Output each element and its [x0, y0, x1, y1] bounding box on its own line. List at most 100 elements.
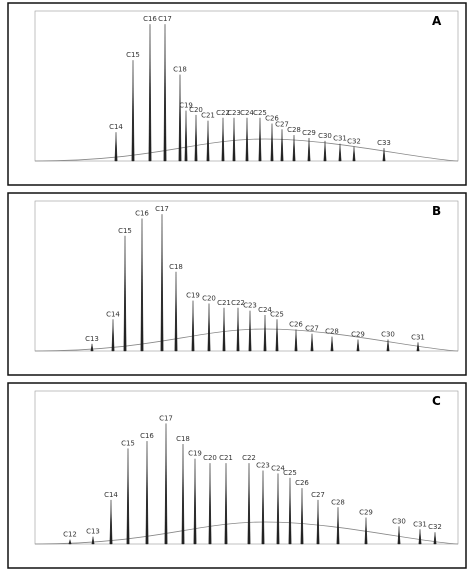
peak — [123, 235, 127, 352]
peak — [338, 143, 342, 162]
peak-label: C29 — [351, 330, 365, 338]
peak-label: C22 — [216, 109, 230, 117]
peak — [364, 517, 368, 545]
peak — [236, 307, 240, 352]
peak — [433, 532, 437, 545]
peak — [300, 488, 304, 545]
peak-label: C27 — [311, 491, 325, 499]
peak-label: C32 — [428, 523, 442, 531]
peak-label: C22 — [231, 299, 245, 307]
peak — [232, 117, 236, 162]
peak-label: C21 — [201, 112, 215, 120]
peak-label: C14 — [106, 310, 120, 318]
peak-label: C28 — [331, 498, 345, 506]
peak — [270, 123, 274, 162]
peak-label: C26 — [295, 479, 309, 487]
panel-frame — [7, 382, 467, 569]
peak — [193, 458, 197, 545]
peak — [310, 333, 314, 352]
panel-frame — [7, 192, 467, 376]
peak-label: C31 — [411, 333, 425, 341]
baseline-hump — [34, 521, 459, 545]
peak — [292, 135, 296, 162]
peak-label: C18 — [176, 435, 190, 443]
peak — [68, 538, 72, 545]
peak-label: C20 — [189, 106, 203, 114]
panel-letter: B — [432, 204, 441, 218]
plot-frame — [34, 390, 459, 545]
peak — [148, 24, 152, 162]
peak — [263, 314, 267, 352]
peak-label: C26 — [289, 320, 303, 328]
peak-label: C28 — [287, 126, 301, 134]
peak — [145, 441, 149, 545]
peak — [163, 24, 167, 162]
peak — [140, 218, 144, 352]
peak-label: C20 — [203, 454, 217, 462]
peak-label: C25 — [253, 109, 267, 117]
peak — [126, 448, 130, 545]
peak-label: C28 — [325, 328, 339, 336]
peak-label: C27 — [275, 120, 289, 128]
peak — [307, 137, 311, 162]
peak — [208, 463, 212, 545]
peak — [221, 117, 225, 162]
peak — [164, 423, 168, 545]
peak-label: C15 — [126, 51, 140, 59]
peak-label: C23 — [256, 462, 270, 470]
peak-label: C33 — [377, 139, 391, 147]
peak-label: C30 — [381, 330, 395, 338]
peak-label: C18 — [173, 66, 187, 74]
peak — [294, 329, 298, 352]
peak-label: C30 — [318, 132, 332, 140]
peak-label: C14 — [104, 491, 118, 499]
peak — [356, 339, 360, 352]
peak — [207, 303, 211, 352]
peak-label: C29 — [359, 509, 373, 517]
plot-frame — [34, 200, 459, 352]
peak — [288, 477, 292, 545]
peak — [258, 117, 262, 162]
baseline-hump — [34, 138, 459, 162]
peak — [160, 214, 164, 352]
peak — [352, 146, 356, 162]
peak-label: C13 — [85, 335, 99, 343]
peak — [91, 536, 95, 545]
peak — [397, 526, 401, 545]
peak-label: C27 — [305, 325, 319, 333]
peak — [275, 319, 279, 352]
peak-label: C26 — [265, 115, 279, 123]
panel-letter: A — [432, 14, 442, 28]
peak — [224, 463, 228, 545]
peak-label: C15 — [121, 439, 135, 447]
peak — [191, 300, 195, 352]
peak — [109, 499, 113, 545]
peak-label: C25 — [270, 310, 284, 318]
peak-label: C32 — [347, 138, 361, 146]
peak-label: C17 — [155, 205, 169, 213]
peak-label: C21 — [217, 299, 231, 307]
peak-label: C25 — [283, 469, 297, 477]
peak-label: C24 — [271, 464, 285, 472]
peak-label: C17 — [158, 15, 172, 23]
peak — [245, 117, 249, 162]
peak — [336, 507, 340, 545]
peak-label: C19 — [179, 102, 193, 110]
peak-label: C16 — [143, 15, 157, 23]
peak — [416, 342, 420, 352]
peak-label: C14 — [109, 123, 123, 131]
peak-label: C29 — [302, 129, 316, 137]
peak-label: C22 — [242, 454, 256, 462]
peak — [261, 470, 265, 545]
peak — [330, 336, 334, 352]
peak — [90, 343, 94, 352]
peak-label: C19 — [186, 292, 200, 300]
peak-label: C13 — [86, 528, 100, 536]
peak — [206, 120, 210, 162]
peak-label: C31 — [333, 135, 347, 143]
peak-label: C16 — [135, 210, 149, 218]
panel-frame — [7, 2, 467, 186]
peak-label: C30 — [392, 517, 406, 525]
peak — [131, 60, 135, 162]
